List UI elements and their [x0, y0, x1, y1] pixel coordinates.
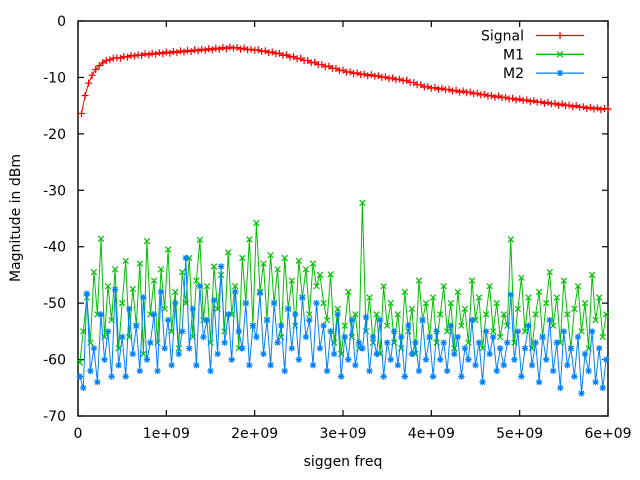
x-tick-label: 1e+09 [143, 426, 190, 442]
y-tick-label: -30 [43, 183, 66, 199]
x-tick-label: 0 [74, 426, 83, 442]
series-line-signal [81, 46, 609, 114]
x-tick-label: 3e+09 [319, 426, 366, 442]
y-tick-label: -70 [43, 409, 66, 425]
y-tick-label: -20 [43, 127, 66, 143]
x-tick-label: 6e+09 [584, 426, 631, 442]
y-axis-title: Magnitude in dBm [8, 154, 24, 282]
y-tick-label: -10 [43, 70, 66, 86]
legend-marker-signal-icon [556, 32, 564, 39]
y-tick-label: -60 [43, 353, 66, 369]
x-tick-label: 4e+09 [408, 426, 455, 442]
legend-marker-m1-icon [556, 51, 564, 58]
legend-marker-m2-icon [556, 69, 564, 77]
legend-label-m2: M2 [503, 66, 524, 82]
series-markers-m2 [76, 254, 610, 397]
legend-label-m1: M1 [503, 47, 524, 63]
y-tick-label: 0 [57, 14, 66, 30]
series-line-m2 [79, 257, 607, 394]
legend-label-signal: Signal [481, 29, 524, 45]
x-tick-label: 2e+09 [231, 426, 278, 442]
x-axis-title: siggen freq [303, 454, 383, 470]
y-tick-label: -40 [43, 240, 66, 256]
y-tick-label: -50 [43, 296, 66, 312]
series-line-m1 [79, 202, 607, 363]
series-markers-signal [78, 43, 612, 117]
x-tick-label: 5e+09 [496, 426, 543, 442]
